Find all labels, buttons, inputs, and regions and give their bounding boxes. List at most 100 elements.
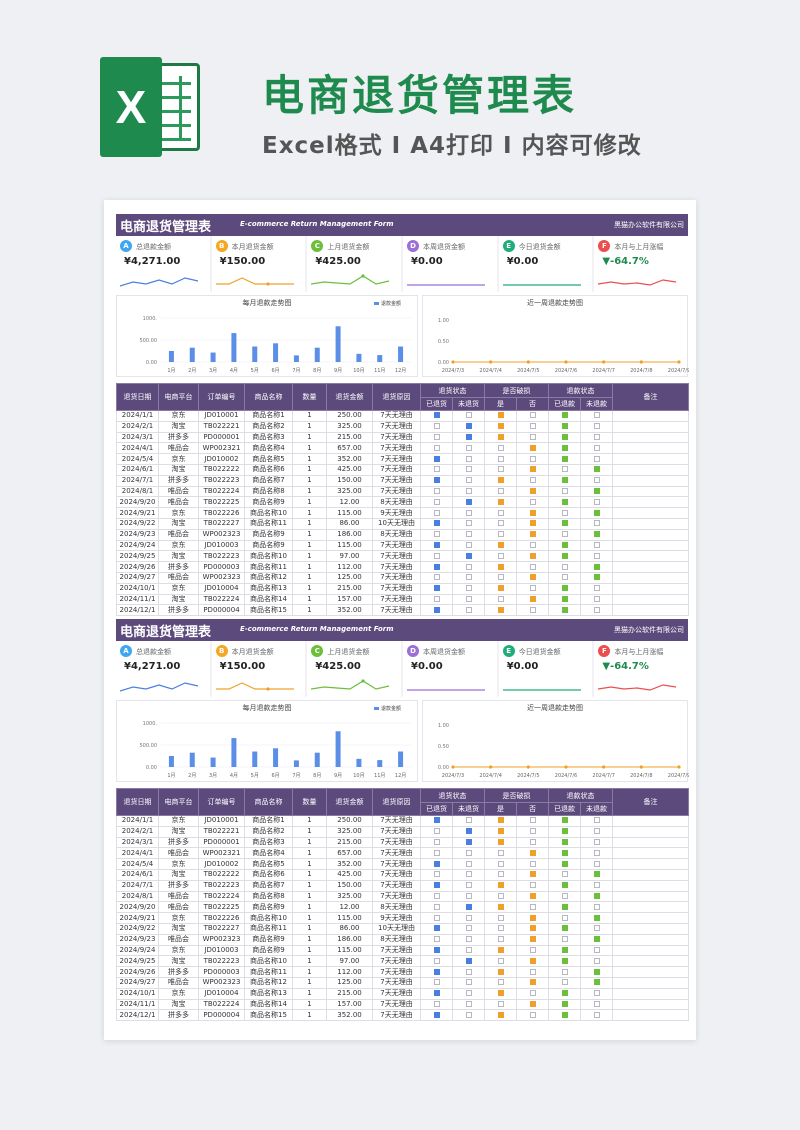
checkbox-checked-icon[interactable]	[561, 595, 568, 602]
checkbox-cell[interactable]	[516, 944, 549, 957]
checkbox-checked-icon[interactable]	[529, 936, 536, 943]
checkbox-empty-icon[interactable]	[529, 1011, 536, 1018]
checkbox-cell[interactable]	[452, 410, 485, 422]
checkbox-empty-icon[interactable]	[497, 466, 504, 473]
checkbox-empty-icon[interactable]	[465, 585, 472, 592]
checkbox-cell[interactable]	[548, 933, 581, 946]
checkbox-empty-icon[interactable]	[529, 498, 536, 505]
checkbox-cell[interactable]	[452, 442, 485, 455]
checkbox-cell[interactable]	[516, 987, 549, 1000]
checkbox-cell[interactable]	[580, 966, 613, 978]
checkbox-cell[interactable]	[420, 912, 453, 924]
checkbox-checked-icon[interactable]	[433, 860, 440, 867]
checkbox-cell[interactable]	[516, 571, 549, 584]
checkbox-cell[interactable]	[516, 593, 549, 606]
note-cell[interactable]	[612, 879, 689, 892]
checkbox-cell[interactable]	[420, 561, 453, 573]
checkbox-cell[interactable]	[516, 836, 549, 849]
checkbox-empty-icon[interactable]	[529, 477, 536, 484]
checkbox-empty-icon[interactable]	[465, 509, 472, 516]
checkbox-empty-icon[interactable]	[433, 979, 440, 986]
checkbox-cell[interactable]	[516, 976, 549, 989]
checkbox-cell[interactable]	[548, 442, 581, 455]
checkbox-cell[interactable]	[516, 561, 549, 573]
checkbox-checked-icon[interactable]	[529, 574, 536, 581]
checkbox-empty-icon[interactable]	[593, 541, 600, 548]
note-cell[interactable]	[612, 561, 689, 573]
checkbox-cell[interactable]	[484, 933, 517, 946]
checkbox-empty-icon[interactable]	[529, 838, 536, 845]
checkbox-cell[interactable]	[420, 550, 453, 563]
checkbox-empty-icon[interactable]	[497, 892, 504, 899]
checkbox-cell[interactable]	[420, 933, 453, 946]
note-cell[interactable]	[612, 420, 689, 433]
checkbox-cell[interactable]	[516, 474, 549, 487]
checkbox-cell[interactable]	[580, 912, 613, 924]
checkbox-checked-icon[interactable]	[529, 957, 536, 964]
checkbox-empty-icon[interactable]	[561, 979, 568, 986]
checkbox-cell[interactable]	[452, 593, 485, 606]
checkbox-cell[interactable]	[548, 901, 581, 914]
checkbox-cell[interactable]	[420, 453, 453, 465]
note-cell[interactable]	[612, 944, 689, 957]
checkbox-empty-icon[interactable]	[561, 914, 568, 921]
checkbox-cell[interactable]	[580, 868, 613, 881]
checkbox-empty-icon[interactable]	[465, 541, 472, 548]
checkbox-empty-icon[interactable]	[433, 1000, 440, 1007]
checkbox-cell[interactable]	[420, 517, 453, 530]
checkbox-cell[interactable]	[548, 550, 581, 563]
checkbox-cell[interactable]	[516, 815, 549, 827]
note-cell[interactable]	[612, 901, 689, 914]
checkbox-empty-icon[interactable]	[433, 466, 440, 473]
checkbox-empty-icon[interactable]	[433, 574, 440, 581]
note-cell[interactable]	[612, 998, 689, 1011]
checkbox-cell[interactable]	[516, 496, 549, 509]
checkbox-empty-icon[interactable]	[465, 563, 472, 570]
checkbox-empty-icon[interactable]	[593, 585, 600, 592]
checkbox-cell[interactable]	[420, 420, 453, 433]
checkbox-cell[interactable]	[484, 420, 517, 433]
checkbox-checked-icon[interactable]	[465, 838, 472, 845]
checkbox-cell[interactable]	[484, 593, 517, 606]
checkbox-checked-icon[interactable]	[497, 498, 504, 505]
note-cell[interactable]	[612, 431, 689, 444]
checkbox-empty-icon[interactable]	[529, 990, 536, 997]
checkbox-checked-icon[interactable]	[497, 1011, 504, 1018]
checkbox-cell[interactable]	[452, 550, 485, 563]
checkbox-cell[interactable]	[548, 879, 581, 892]
checkbox-empty-icon[interactable]	[497, 574, 504, 581]
checkbox-cell[interactable]	[580, 815, 613, 827]
checkbox-empty-icon[interactable]	[593, 433, 600, 440]
note-cell[interactable]	[612, 528, 689, 541]
checkbox-cell[interactable]	[452, 890, 485, 903]
note-cell[interactable]	[612, 474, 689, 487]
checkbox-empty-icon[interactable]	[561, 466, 568, 473]
checkbox-checked-icon[interactable]	[593, 871, 600, 878]
checkbox-empty-icon[interactable]	[593, 838, 600, 845]
checkbox-empty-icon[interactable]	[529, 828, 536, 835]
note-cell[interactable]	[612, 453, 689, 465]
checkbox-cell[interactable]	[484, 517, 517, 530]
note-cell[interactable]	[612, 571, 689, 584]
checkbox-cell[interactable]	[580, 593, 613, 606]
checkbox-cell[interactable]	[548, 966, 581, 978]
checkbox-cell[interactable]	[580, 944, 613, 957]
note-cell[interactable]	[612, 539, 689, 552]
checkbox-cell[interactable]	[484, 571, 517, 584]
checkbox-cell[interactable]	[580, 410, 613, 422]
checkbox-empty-icon[interactable]	[561, 563, 568, 570]
checkbox-empty-icon[interactable]	[593, 990, 600, 997]
checkbox-checked-icon[interactable]	[465, 552, 472, 559]
checkbox-cell[interactable]	[580, 517, 613, 530]
note-cell[interactable]	[612, 604, 689, 617]
checkbox-cell[interactable]	[516, 933, 549, 946]
note-cell[interactable]	[612, 868, 689, 881]
checkbox-cell[interactable]	[516, 550, 549, 563]
checkbox-checked-icon[interactable]	[529, 871, 536, 878]
checkbox-cell[interactable]	[420, 944, 453, 957]
checkbox-cell[interactable]	[452, 879, 485, 892]
checkbox-empty-icon[interactable]	[529, 968, 536, 975]
checkbox-cell[interactable]	[452, 858, 485, 870]
checkbox-cell[interactable]	[548, 420, 581, 433]
checkbox-cell[interactable]	[580, 955, 613, 968]
